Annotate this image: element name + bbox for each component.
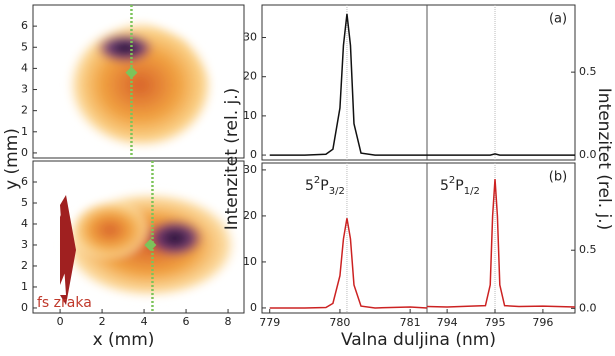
- spectrum-line: [427, 153, 575, 156]
- y-tick-label: 1: [21, 125, 28, 138]
- x-tick-label: 4: [141, 315, 148, 328]
- x-axis-label: Valna duljina (nm): [341, 330, 496, 350]
- y2-tick-label: 0.5: [579, 243, 597, 256]
- axes-frame: [261, 162, 576, 314]
- y-tick-label: 2: [21, 104, 28, 117]
- spectrum-line: [269, 13, 427, 156]
- annotation: fs zraka: [37, 295, 92, 311]
- annotation-part: P: [455, 178, 463, 194]
- y-tick-label: 5: [21, 40, 28, 53]
- annotation-part: 2: [314, 175, 320, 186]
- x-axis-label: x (mm): [93, 330, 155, 350]
- annotation-part: 1/2: [464, 186, 480, 197]
- y-tick-label: 1: [21, 280, 28, 293]
- panel-label: (a): [549, 12, 567, 27]
- axes-frame: [261, 4, 576, 161]
- y-axis-label: Intenzitet (rel. j.): [222, 88, 242, 231]
- x-tick-label: 794: [437, 316, 458, 329]
- axes-frame: [32, 160, 245, 314]
- y-tick-label: 30: [243, 163, 257, 176]
- point-marker: [144, 238, 157, 251]
- y-tick-label: 20: [243, 209, 257, 222]
- y-axis-label: y (mm): [2, 128, 22, 190]
- annotation-part: 5: [305, 178, 314, 194]
- x-tick-label: 795: [485, 316, 506, 329]
- axes-frame: [32, 4, 245, 159]
- spectrum-line: [269, 218, 428, 309]
- annotation-part: P: [320, 178, 328, 194]
- y-tick-label: 5: [21, 196, 28, 209]
- y2-tick-label: 0.0: [579, 301, 597, 314]
- y-tick-label: 30: [243, 31, 257, 44]
- point-marker: [125, 66, 138, 79]
- x-tick-label: 0: [57, 315, 64, 328]
- x-tick-label: 2: [99, 315, 106, 328]
- y2-axis-label: Intenzitet (rel. j.): [594, 88, 614, 231]
- annotation-part: 5: [440, 178, 449, 194]
- y2-tick-label: 0.5: [579, 65, 597, 78]
- annotation-part: 2: [449, 175, 455, 186]
- y-tick-label: 10: [243, 109, 257, 122]
- y-tick-label: 6: [21, 19, 28, 32]
- y-tick-label: 0: [21, 146, 28, 159]
- x-tick-label: 6: [183, 315, 190, 328]
- beam-arrow: [60, 195, 76, 305]
- y-tick-label: 4: [21, 61, 28, 74]
- annotation-part: 3/2: [329, 186, 345, 197]
- spectrum-line: [426, 179, 576, 308]
- annotation: 52P3/2: [305, 175, 345, 197]
- y-tick-label: 2: [21, 259, 28, 272]
- x-tick-label: 8: [225, 315, 232, 328]
- y-tick-label: 0: [21, 301, 28, 314]
- y-tick-label: 3: [21, 83, 28, 96]
- y-tick-label: 20: [243, 70, 257, 83]
- y-tick-label: 4: [21, 217, 28, 230]
- x-tick-label: 780: [329, 316, 350, 329]
- y-tick-label: 10: [243, 255, 257, 268]
- y-tick-label: 3: [21, 238, 28, 251]
- annotation: 52P1/2: [440, 175, 480, 197]
- x-tick-label: 796: [532, 316, 553, 329]
- panel-label: (b): [549, 170, 567, 185]
- y-tick-label: 6: [21, 175, 28, 188]
- x-tick-label: 781: [400, 316, 421, 329]
- heatmap-image: [65, 18, 215, 150]
- y2-tick-label: 0.0: [579, 148, 597, 161]
- x-tick-label: 779: [259, 316, 280, 329]
- y-tick-label: 0: [250, 148, 257, 161]
- y-tick-label: 0: [250, 301, 257, 314]
